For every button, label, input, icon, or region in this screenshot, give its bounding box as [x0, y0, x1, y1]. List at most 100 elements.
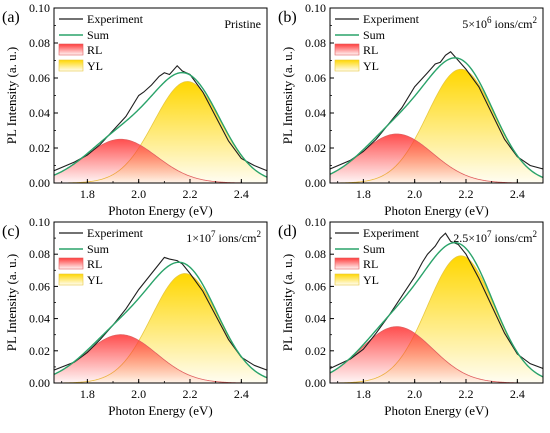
experiment-line: [330, 51, 543, 170]
panel-label: (d): [278, 223, 297, 240]
y-tick-label: 0.08: [305, 247, 326, 261]
y-tick-label: 0.10: [305, 215, 326, 229]
x-tick-label: 1.8: [80, 187, 95, 201]
y-tick-label: 0.06: [305, 71, 326, 85]
x-tick-label: 2.0: [131, 387, 146, 401]
condition-annotation: 2.5×107 ions/cm2: [453, 229, 537, 245]
annotation-unit-exponent: 2: [257, 229, 262, 239]
condition-annotation: 1×107 ions/cm2: [186, 229, 261, 245]
x-tick-label: 2.0: [407, 387, 422, 401]
legend-rl-label: RL: [363, 43, 378, 57]
plot-area: [54, 256, 267, 383]
legend-sum-label: Sum: [363, 28, 386, 42]
panel-a: 1.8 2.0 2.2 2.4 0.00 0.02 0.04 0.06 0.08 0.10 Phot…: [2, 1, 268, 218]
annotation-unit-exponent: 2: [533, 229, 538, 239]
x-axis-label: Photon Energy (eV): [108, 203, 212, 218]
legend-yl-label: YL: [363, 59, 379, 73]
x-axis-label: Photon Energy (eV): [384, 403, 488, 418]
y-axis-label: PL Intensity (a. u.): [280, 254, 295, 351]
legend-rl-label: RL: [363, 257, 378, 271]
panel-label: (a): [2, 9, 20, 26]
legend-rl-swatch: [58, 43, 84, 56]
legend-yl-label: YL: [363, 273, 379, 287]
panel-d: 1.8 2.0 2.2 2.4 0.00 0.02 0.04 0.06 0.08 0.10 Phot…: [278, 215, 544, 418]
legend-yl-label: YL: [87, 59, 103, 73]
annotation-unit: ions/cm: [492, 231, 534, 245]
x-tick-label: 2.4: [234, 387, 249, 401]
legend-yl-swatch: [334, 59, 360, 72]
x-tick-label: 2.4: [510, 387, 525, 401]
x-tick-label: 2.4: [510, 187, 525, 201]
legend-rl-label: RL: [87, 43, 102, 57]
x-tick-label: 1.8: [356, 387, 371, 401]
plot-area: [330, 232, 543, 383]
x-tick-label: 2.0: [407, 187, 422, 201]
annotation-unit: ions/cm: [216, 231, 258, 245]
annotation-exponent: 6: [487, 15, 492, 25]
legend-rl-swatch: [334, 43, 360, 56]
legend-experiment-label: Experiment: [87, 12, 144, 26]
legend-experiment-label: Experiment: [363, 12, 420, 26]
x-tick-label: 2.2: [183, 187, 198, 201]
y-tick-label: 0.10: [29, 1, 50, 15]
sum-line: [330, 57, 543, 179]
experiment-line: [54, 256, 267, 371]
legend-sum-label: Sum: [87, 28, 110, 42]
panel-b: 1.8 2.0 2.2 2.4 0.00 0.02 0.04 0.06 0.08 0.10 Phot…: [278, 1, 544, 218]
x-tick-label: 2.0: [131, 187, 146, 201]
legend-yl-swatch: [58, 59, 84, 72]
y-tick-label: 0.02: [305, 141, 326, 155]
legend-sum-label: Sum: [87, 242, 110, 256]
legend-yl-swatch: [58, 273, 84, 286]
experiment-line: [54, 64, 267, 172]
x-tick-label: 1.8: [80, 387, 95, 401]
y-tick-label: 0.08: [29, 36, 50, 50]
condition-annotation: 5×106 ions/cm2: [462, 15, 537, 31]
panel-c: 1.8 2.0 2.2 2.4 0.00 0.02 0.04 0.06 0.08 0.10 Phot…: [2, 215, 268, 418]
annotation-unit: ions/cm: [492, 17, 534, 31]
sum-line: [330, 241, 543, 378]
condition-annotation: Pristine: [224, 17, 261, 31]
y-tick-label: 0.00: [305, 376, 326, 390]
annotation-exponent: 7: [487, 229, 492, 239]
y-tick-label: 0.02: [29, 344, 50, 358]
y-tick-label: 0.02: [305, 344, 326, 358]
plot-area: [330, 51, 543, 183]
y-tick-label: 0.06: [29, 71, 50, 85]
y-tick-label: 0.10: [29, 215, 50, 229]
y-tick-label: 0.06: [305, 279, 326, 293]
experiment-line: [330, 232, 543, 370]
legend-yl-swatch: [334, 273, 360, 286]
annotation-main: 2.5×10: [453, 231, 487, 245]
y-tick-label: 0.04: [29, 106, 50, 120]
y-tick-label: 0.08: [305, 36, 326, 50]
y-tick-label: 0.10: [305, 1, 326, 15]
x-axis-label: Photon Energy (eV): [108, 403, 212, 418]
legend-sum-label: Sum: [363, 242, 386, 256]
y-axis-label: PL Intensity (a. u.): [4, 47, 19, 144]
annotation-main: 5×10: [462, 17, 487, 31]
y-tick-label: 0.02: [29, 141, 50, 155]
annotation-exponent: 7: [211, 229, 216, 239]
annotation-unit-exponent: 2: [533, 15, 538, 25]
y-axis-label: PL Intensity (a. u.): [280, 47, 295, 144]
y-tick-label: 0.00: [305, 176, 326, 190]
annotation-main: Pristine: [224, 17, 261, 31]
y-tick-label: 0.00: [29, 176, 50, 190]
x-tick-label: 1.8: [356, 187, 371, 201]
y-axis-label: PL Intensity (a. u.): [4, 254, 19, 351]
sum-line: [54, 261, 267, 379]
x-tick-label: 2.2: [459, 387, 474, 401]
legend-experiment-label: Experiment: [87, 226, 144, 240]
x-tick-label: 2.4: [234, 187, 249, 201]
panel-label: (b): [278, 9, 297, 26]
y-tick-label: 0.08: [29, 247, 50, 261]
legend-yl-label: YL: [87, 273, 103, 287]
legend-rl-label: RL: [87, 257, 102, 271]
plot-area: [54, 64, 267, 183]
